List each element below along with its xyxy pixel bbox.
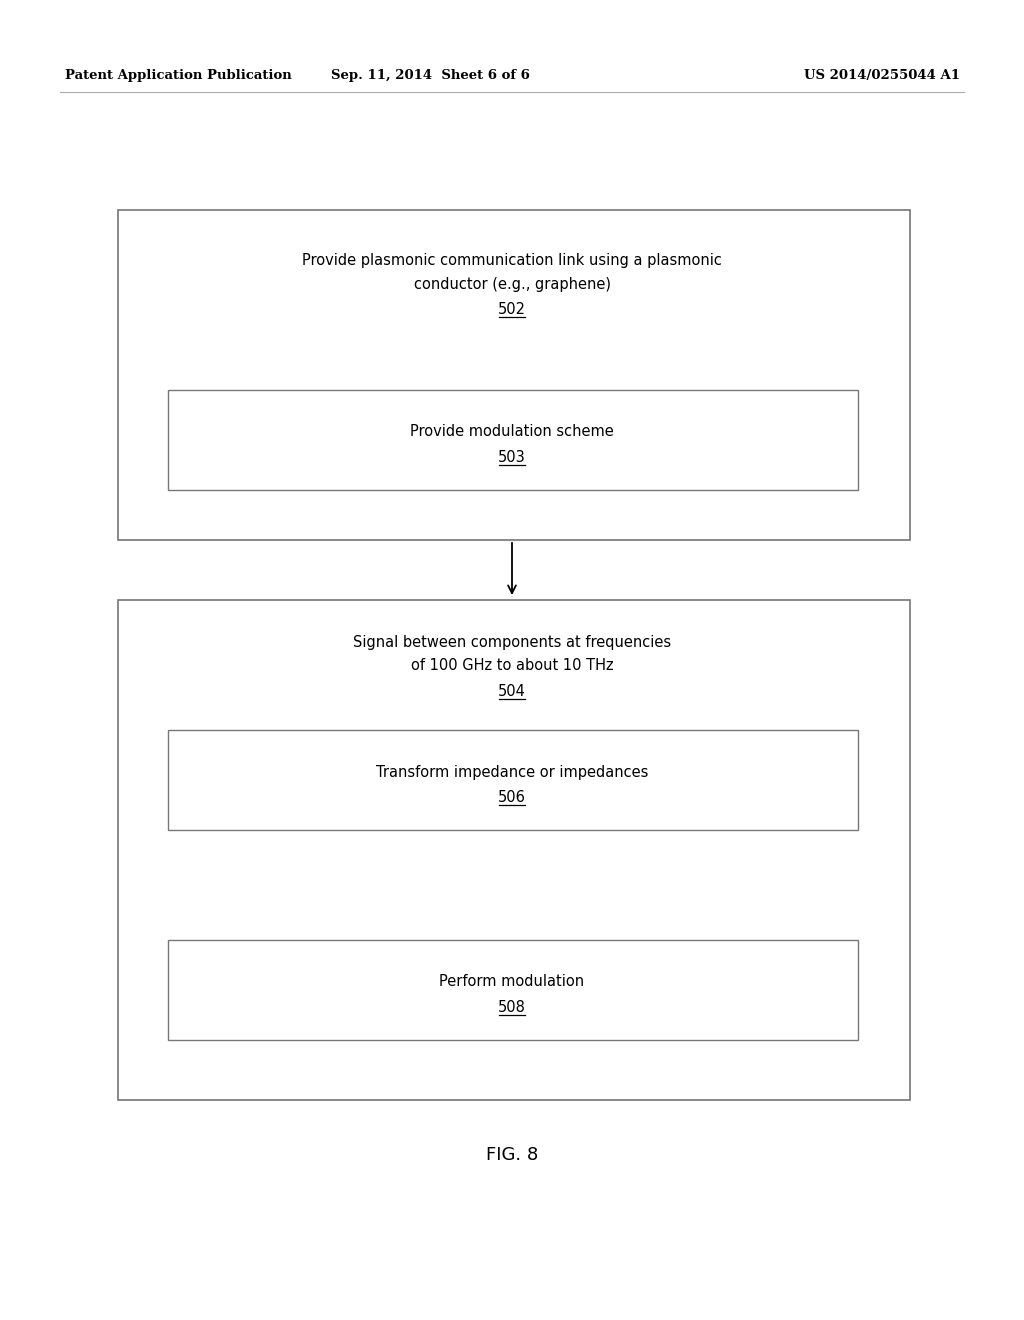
Text: 508: 508 [498, 1001, 526, 1015]
Text: conductor (e.g., graphene): conductor (e.g., graphene) [414, 276, 610, 292]
Text: of 100 GHz to about 10 THz: of 100 GHz to about 10 THz [411, 659, 613, 673]
Text: Patent Application Publication: Patent Application Publication [65, 69, 292, 82]
Text: 503: 503 [498, 450, 526, 466]
Text: Provide plasmonic communication link using a plasmonic: Provide plasmonic communication link usi… [302, 252, 722, 268]
Text: Provide modulation scheme: Provide modulation scheme [411, 425, 613, 440]
Text: Transform impedance or impedances: Transform impedance or impedances [376, 764, 648, 780]
Text: Signal between components at frequencies: Signal between components at frequencies [353, 635, 671, 649]
Text: Perform modulation: Perform modulation [439, 974, 585, 990]
Bar [118, 601, 910, 1100]
Text: US 2014/0255044 A1: US 2014/0255044 A1 [804, 69, 961, 82]
Bar [118, 210, 910, 540]
Text: Sep. 11, 2014  Sheet 6 of 6: Sep. 11, 2014 Sheet 6 of 6 [331, 69, 529, 82]
Bar [168, 730, 858, 830]
Bar [168, 389, 858, 490]
Text: 502: 502 [498, 302, 526, 318]
Text: 506: 506 [498, 791, 526, 805]
Bar [168, 940, 858, 1040]
Text: FIG. 8: FIG. 8 [485, 1146, 539, 1164]
Text: 504: 504 [498, 685, 526, 700]
